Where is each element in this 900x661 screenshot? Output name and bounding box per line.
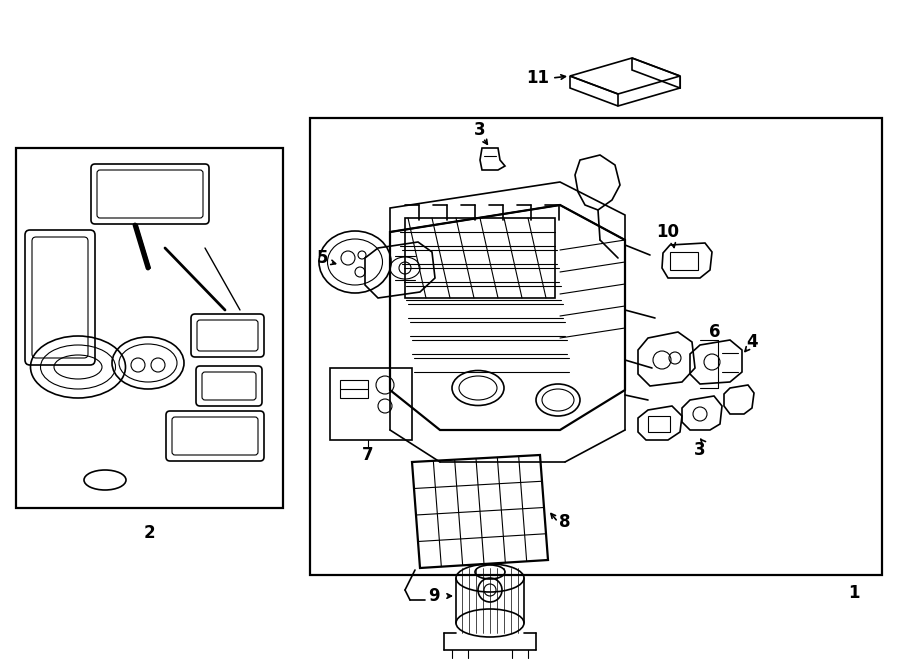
Text: 7: 7 <box>362 446 374 464</box>
Text: 2: 2 <box>143 524 155 542</box>
Bar <box>340 380 368 398</box>
Text: 11: 11 <box>526 69 550 87</box>
Bar <box>405 218 555 298</box>
Text: 5: 5 <box>316 249 328 267</box>
Text: 6: 6 <box>709 323 721 341</box>
Text: 4: 4 <box>746 333 758 351</box>
Text: 10: 10 <box>656 223 680 241</box>
Text: 9: 9 <box>428 587 440 605</box>
Bar <box>330 368 412 440</box>
Text: 3: 3 <box>694 441 706 459</box>
Bar <box>670 252 698 270</box>
Bar <box>16 148 283 508</box>
Text: 1: 1 <box>848 584 860 602</box>
Text: 8: 8 <box>559 513 571 531</box>
Bar <box>310 118 882 575</box>
Bar <box>648 416 670 432</box>
Text: 3: 3 <box>474 121 486 139</box>
